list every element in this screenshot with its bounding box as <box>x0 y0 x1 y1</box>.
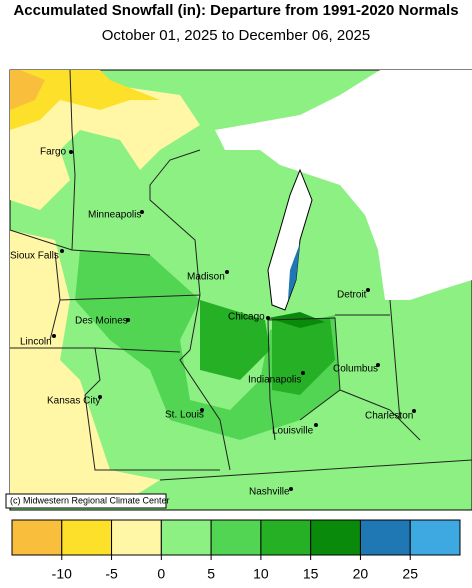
colorbar-tick-label: 20 <box>353 566 369 582</box>
city-label: Fargo <box>40 147 67 158</box>
city-label: Charleston <box>365 411 413 422</box>
water-canada <box>215 70 472 300</box>
city-label: Nashville <box>249 487 290 498</box>
city-dot <box>289 487 293 491</box>
credit-box <box>5 493 167 509</box>
lake-michigan <box>267 168 313 311</box>
city-dot <box>140 210 144 214</box>
city-labels: Fargo Minneapolis Sioux Falls Madison Des Mo… <box>10 147 416 498</box>
city-dot <box>266 316 270 320</box>
city-label: Chicago <box>228 312 265 323</box>
city-dot <box>60 249 64 253</box>
colorbar-swatch <box>61 519 113 556</box>
colorbar-tick-label: -10 <box>52 566 72 582</box>
colorbar-swatch <box>409 519 461 556</box>
colorbar-swatch <box>160 519 212 556</box>
map <box>9 69 472 511</box>
subtitle: October 01, 2025 to December 06, 2025 <box>102 27 371 44</box>
low-region-north <box>10 70 200 210</box>
city-label: Louisville <box>272 426 314 437</box>
colorbar-tick-label: 5 <box>207 566 215 582</box>
city-label: Lincoln <box>20 337 52 348</box>
city-label: Detroit <box>337 290 367 301</box>
city-dot <box>301 371 305 375</box>
deficit-region <box>10 70 160 130</box>
city-dot <box>126 318 130 322</box>
title: Accumulated Snowfall (in): Departure fro… <box>13 2 458 19</box>
city-label: Kansas City <box>47 396 100 407</box>
colorbar-swatch <box>260 519 312 556</box>
city-label: Indianapolis <box>248 375 301 386</box>
low-region <box>10 230 160 505</box>
colorbar-swatch <box>11 519 63 556</box>
city-label: Columbus <box>333 364 378 375</box>
colorbar-swatch <box>359 519 411 556</box>
city-dot <box>98 395 102 399</box>
city-dot <box>200 408 204 412</box>
state-borders <box>9 69 472 481</box>
city-dot <box>376 363 380 367</box>
deficit-max <box>10 70 45 110</box>
colorbar-swatch <box>310 519 361 556</box>
colorbar-tick-label: 15 <box>303 566 319 582</box>
city-label: Madison <box>187 272 225 283</box>
city-label: Minneapolis <box>88 210 141 221</box>
colorbar: -10 -5 0 5 10 15 20 25 <box>11 519 461 582</box>
city-dot <box>69 150 73 154</box>
city-label: Sioux Falls <box>10 251 59 262</box>
colorbar-tick-label: 25 <box>402 566 418 582</box>
city-dot <box>366 288 370 292</box>
city-label: St. Louis <box>165 410 204 421</box>
city-dot <box>314 423 318 427</box>
credit: (c) Midwestern Regional Climate Center <box>10 495 170 505</box>
surplus-max <box>268 312 325 328</box>
colorbar-tick-label: 0 <box>157 566 165 582</box>
colorbar-tick-label: 10 <box>253 566 269 582</box>
lake-effect <box>288 243 300 300</box>
city-label: Des Moines <box>75 316 128 327</box>
city-dot <box>52 334 56 338</box>
city-dot <box>412 409 416 413</box>
colorbar-tick-label: -5 <box>105 566 118 582</box>
colorbar-swatch <box>111 519 162 556</box>
colorbar-swatch <box>210 519 262 556</box>
city-dot <box>225 270 229 274</box>
